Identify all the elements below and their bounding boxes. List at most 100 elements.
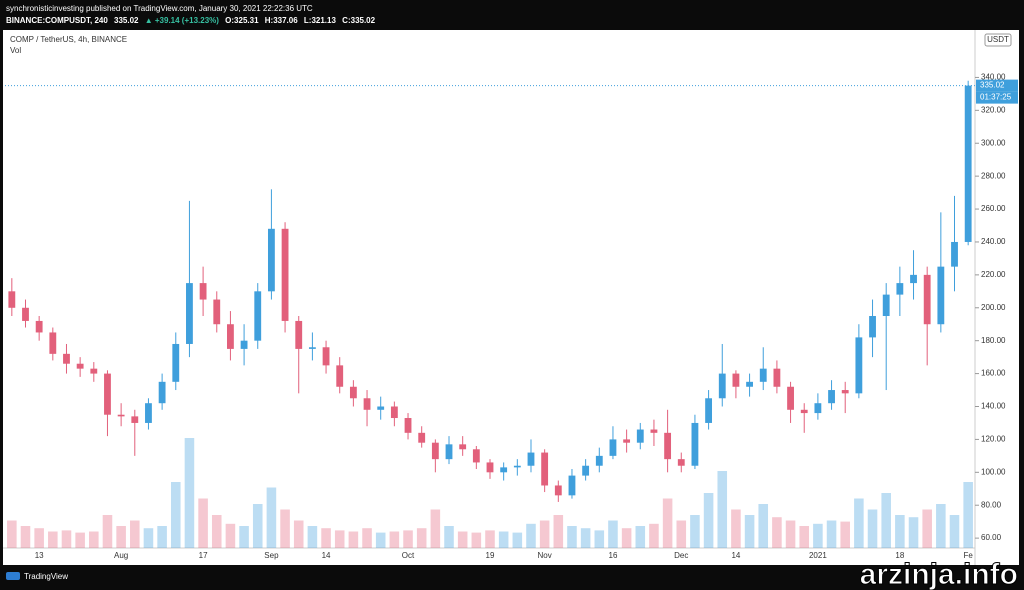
volume-bar	[840, 521, 850, 548]
y-tick-label: 80.00	[981, 500, 1002, 509]
volume-bar	[198, 498, 208, 548]
candle-body	[8, 291, 16, 308]
unit-box	[984, 33, 1012, 47]
candle-body	[923, 274, 931, 325]
candle-body	[951, 241, 958, 267]
volume-bar	[649, 523, 659, 548]
candle-body	[609, 439, 617, 456]
volume-bar	[403, 530, 413, 548]
candle-body	[718, 373, 726, 399]
candle-body	[213, 299, 221, 325]
candle-body	[199, 283, 207, 300]
candle-body	[759, 368, 767, 382]
candle-body	[705, 398, 713, 423]
volume-bar	[280, 509, 290, 548]
candle-body	[746, 381, 753, 387]
volume-bar	[334, 530, 345, 548]
volume-bar	[690, 515, 700, 548]
ohlc-close: C:335.02	[342, 16, 376, 25]
volume-bar	[252, 504, 263, 548]
volume-bar	[375, 532, 386, 548]
x-tick-label: Aug	[114, 551, 128, 560]
y-tick-label: 200.00	[981, 303, 1006, 312]
volume-bar	[293, 520, 304, 548]
y-tick-label: 160.00	[981, 369, 1006, 378]
candle-body	[732, 373, 740, 387]
change: ▲ +39.14 (+13.23%)	[144, 16, 219, 25]
volume-bar	[744, 515, 755, 548]
candle-body	[22, 307, 29, 321]
candle-body	[172, 343, 180, 382]
price: 335.02	[114, 16, 139, 25]
x-tick-label: 2021	[809, 551, 827, 560]
y-tick-label: 240.00	[981, 237, 1006, 246]
candle-body	[76, 363, 84, 369]
candle-body	[90, 368, 98, 374]
candle-body	[636, 429, 644, 443]
candle-body	[910, 274, 917, 284]
candle-body	[349, 386, 357, 399]
candle-body	[582, 465, 590, 476]
volume-bar	[594, 530, 605, 548]
quote-line: BINANCE:COMPUSDT, 240 335.02 ▲ +39.14 (+…	[6, 16, 379, 25]
candle-body	[472, 449, 480, 463]
y-tick-label: 100.00	[981, 467, 1006, 476]
x-tick-label: 16	[609, 551, 618, 560]
candle-body	[869, 316, 876, 338]
volume-bar	[963, 482, 973, 548]
tradingview-logo	[6, 572, 20, 580]
x-tick-label: Sep	[264, 551, 279, 560]
volume-bar	[936, 504, 946, 548]
y-tick-label: 260.00	[981, 204, 1006, 213]
volume-bar	[813, 523, 823, 548]
candle-body	[186, 283, 193, 344]
volume-bar	[717, 471, 728, 548]
volume-bar	[225, 523, 236, 548]
volume-bar	[922, 509, 932, 548]
volume-bar	[526, 523, 536, 548]
candle-body	[828, 390, 835, 404]
candle-body	[677, 459, 685, 466]
candle-body	[117, 414, 125, 417]
x-tick-label: Nov	[538, 551, 552, 560]
volume-bar	[949, 515, 960, 548]
candle-body	[295, 320, 303, 349]
candle-body	[240, 340, 248, 349]
y-tick-label: 280.00	[981, 171, 1006, 180]
volume-bar	[130, 520, 140, 548]
publisher-line: synchronisticinvesting published on Trad…	[6, 4, 317, 13]
volume-bar	[239, 526, 249, 548]
volume-bar	[580, 528, 591, 548]
volume-bar	[116, 526, 126, 548]
candle-body	[882, 294, 890, 317]
volume-bar	[416, 528, 427, 548]
volume-bar	[89, 531, 99, 548]
candle-body	[800, 409, 808, 414]
volume-bar	[430, 509, 441, 548]
last-price-label: 335.02	[980, 81, 1005, 90]
volume-bar	[621, 528, 632, 548]
candle-body	[322, 347, 330, 366]
candle-body	[254, 291, 262, 341]
volume-bar	[758, 504, 769, 548]
candle-body	[814, 403, 822, 414]
y-tick-label: 340.00	[981, 73, 1006, 82]
countdown-label: 01:37:25	[980, 93, 1012, 102]
brand: TradingView	[24, 572, 68, 581]
publisher: synchronisticinvesting published on Trad…	[6, 4, 313, 13]
candle-body	[35, 320, 43, 333]
y-tick-label: 220.00	[981, 270, 1006, 279]
ohlc-low: L:321.13	[303, 16, 336, 25]
candle-body	[841, 390, 849, 394]
volume-bar	[20, 526, 31, 548]
volume-bar	[826, 520, 837, 548]
volume-bar	[676, 520, 687, 548]
candle-body	[595, 455, 603, 466]
volume-bar	[895, 515, 905, 548]
volume-bar	[157, 526, 167, 548]
volume-bar	[662, 498, 673, 548]
volume-bar	[485, 530, 495, 548]
x-tick-label: 14	[322, 551, 331, 560]
